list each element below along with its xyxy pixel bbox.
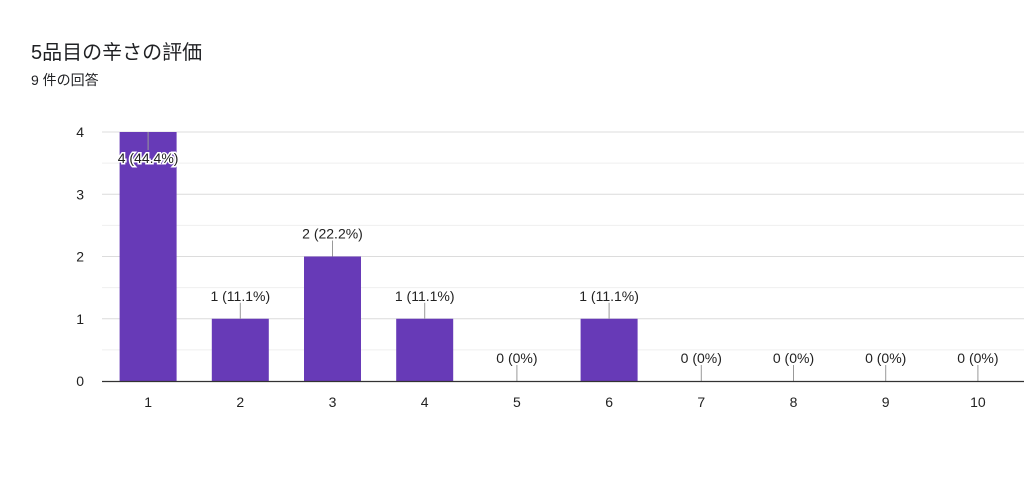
data-label: 0 (0%) — [773, 350, 814, 366]
data-label: 4 (44.4%) — [118, 150, 179, 166]
x-tick-label: 4 — [421, 394, 429, 410]
x-tick-label: 3 — [329, 394, 337, 410]
data-label: 2 (22.2%) — [302, 226, 363, 242]
data-label: 0 (0%) — [865, 350, 906, 366]
y-tick-label: 3 — [76, 186, 84, 202]
chart-title: 5品目の辛さの評価 — [31, 42, 203, 64]
x-tick-label: 2 — [236, 394, 244, 410]
bar — [580, 318, 638, 381]
x-tick-label: 7 — [697, 394, 705, 410]
data-label: 0 (0%) — [681, 350, 722, 366]
y-tick-label: 0 — [76, 373, 84, 389]
data-label: 0 (0%) — [957, 350, 998, 366]
x-tick-label: 6 — [605, 394, 613, 410]
data-label: 1 (11.1%) — [395, 288, 455, 304]
bar — [396, 318, 454, 381]
bar — [211, 318, 269, 381]
x-tick-label: 10 — [970, 394, 986, 410]
y-tick-label: 1 — [76, 311, 84, 327]
y-tick-label: 4 — [76, 124, 84, 140]
response-count: 9 件の回答 — [31, 72, 99, 88]
x-tick-label: 1 — [144, 394, 152, 410]
bar — [119, 132, 177, 381]
data-label: 1 (11.1%) — [579, 288, 639, 304]
data-label: 0 (0%) — [496, 350, 537, 366]
bar — [304, 256, 361, 381]
y-tick-label: 2 — [76, 249, 84, 265]
x-tick-label: 5 — [513, 394, 521, 410]
x-tick-label: 9 — [882, 394, 890, 410]
data-label: 1 (11.1%) — [210, 288, 270, 304]
x-tick-label: 8 — [790, 394, 798, 410]
